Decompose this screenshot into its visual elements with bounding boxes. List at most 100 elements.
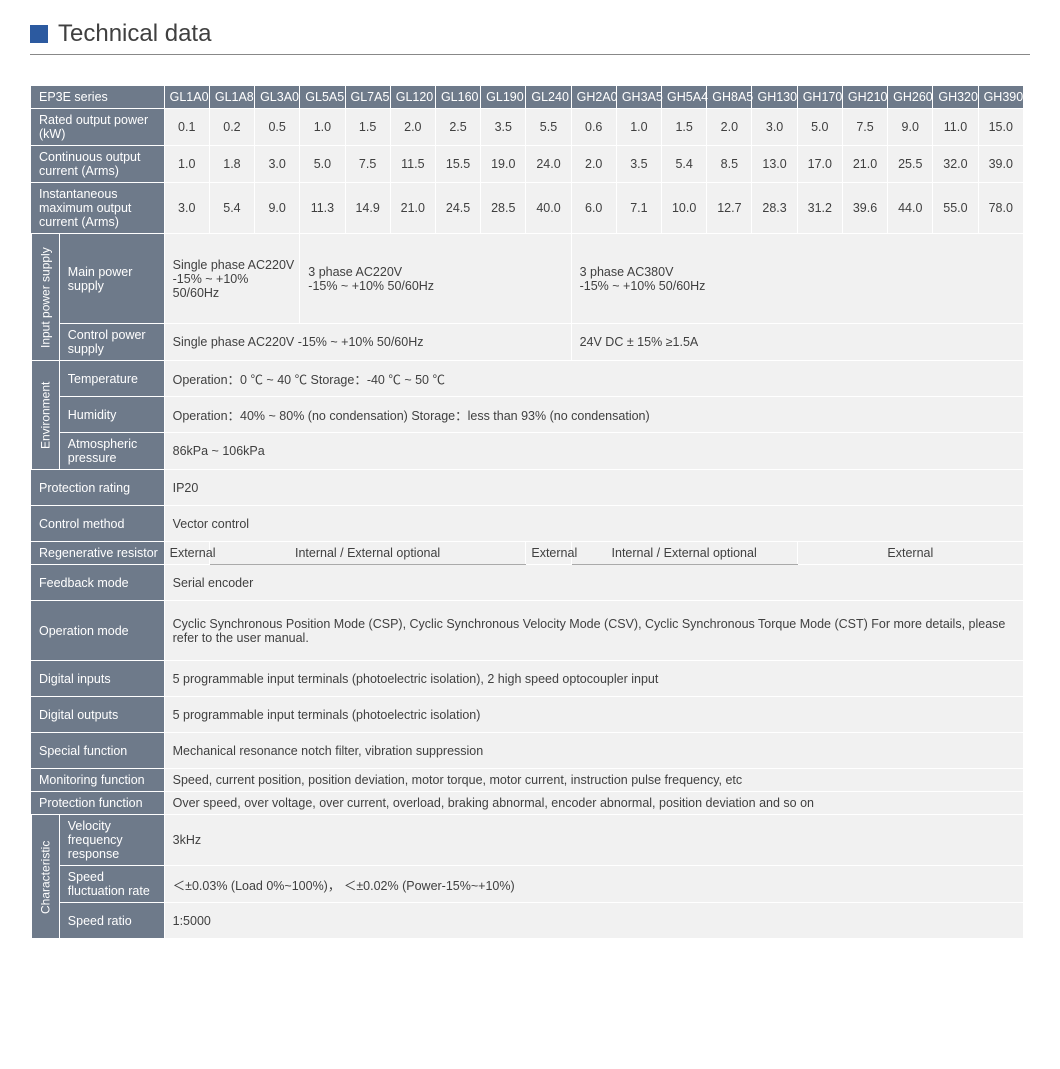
control-power-row: Control power supply Single phase AC220V… [31,324,1024,361]
data-cell: 5.0 [797,109,842,146]
data-cell: 3.5 [616,146,661,183]
model-col: GL1A0 [164,86,209,109]
data-cell: 1.0 [164,146,209,183]
feedback-mode-value: Serial encoder [164,565,1023,601]
model-col: GH320 [933,86,978,109]
data-cell: 9.0 [255,183,300,234]
special-function-value: Mechanical resonance notch filter, vibra… [164,733,1023,769]
control-method-row: Control method Vector control [31,506,1024,542]
data-cell: 1.5 [345,109,390,146]
data-cell: 44.0 [888,183,933,234]
main-power-a: Single phase AC220V -15% ~ +10% 50/60Hz [164,234,300,324]
data-cell: 0.5 [255,109,300,146]
model-col: GL240 [526,86,571,109]
row-label: Speed ratio [59,903,164,939]
continuous-output-current-row: Continuous output current (Arms) 1.0 1.8… [31,146,1024,183]
data-cell: 11.5 [390,146,435,183]
data-cell: 21.0 [842,146,887,183]
data-cell: 12.7 [707,183,752,234]
data-cell: 3.0 [752,109,797,146]
vfr-row: Characteristic Velocity frequency respon… [31,815,1024,866]
data-cell: 32.0 [933,146,978,183]
row-label: Velocity frequency response [59,815,164,866]
monitoring-function-row: Monitoring function Speed, current posit… [31,769,1024,792]
data-cell: 21.0 [390,183,435,234]
data-cell: 5.0 [300,146,345,183]
control-method-value: Vector control [164,506,1023,542]
row-label: Digital inputs [31,661,165,697]
data-cell: 6.0 [571,183,616,234]
data-cell: 5.4 [209,183,254,234]
data-cell: 31.2 [797,183,842,234]
row-label: Monitoring function [31,769,165,792]
data-cell: 39.6 [842,183,887,234]
environment-group: Environment [31,361,60,470]
humidity-row: Humidity Operation：40% ~ 80% (no condens… [31,397,1024,433]
row-label: Temperature [59,361,164,397]
model-col: GL120 [390,86,435,109]
data-cell: 1.0 [300,109,345,146]
row-label: Special function [31,733,165,769]
data-cell: 24.5 [435,183,480,234]
regen-b: Internal / External optional [209,542,526,565]
protection-function-value: Over speed, over voltage, over current, … [164,792,1023,815]
data-cell: 0.2 [209,109,254,146]
data-cell: 25.5 [888,146,933,183]
pressure-row: Atmospheric pressure 86kPa ~ 106kPa [31,433,1024,470]
data-cell: 7.5 [345,146,390,183]
digital-inputs-row: Digital inputs 5 programmable input term… [31,661,1024,697]
page-title-row: Technical data [30,20,1030,55]
digital-outputs-row: Digital outputs 5 programmable input ter… [31,697,1024,733]
row-label: Humidity [59,397,164,433]
data-cell: 5.4 [662,146,707,183]
regen-c: External [526,542,571,565]
row-label: Operation mode [31,601,165,661]
row-label: Regenerative resistor [31,542,165,565]
data-cell: 2.0 [390,109,435,146]
data-cell: 0.6 [571,109,616,146]
data-cell: 1.5 [662,109,707,146]
model-col: GH170 [797,86,842,109]
model-col: GH8A5 [707,86,752,109]
data-cell: 15.0 [978,109,1023,146]
row-label: Instantaneous maximum output current (Ar… [31,183,165,234]
row-label: Atmospheric pressure [59,433,164,470]
inst-max-output-current-row: Instantaneous maximum output current (Ar… [31,183,1024,234]
data-cell: 28.5 [481,183,526,234]
digital-inputs-value: 5 programmable input terminals (photoele… [164,661,1023,697]
data-cell: 3.0 [255,146,300,183]
temperature-row: Environment Temperature Operation：0 ℃ ~ … [31,361,1024,397]
model-col: GH2A0 [571,86,616,109]
model-col: GH3A5 [616,86,661,109]
model-col: GL5A5 [300,86,345,109]
sfr-value: ＜±0.03% (Load 0%~100%)， ＜±0.02% (Power-1… [164,866,1023,903]
regen-resistor-row: Regenerative resistor External Internal … [31,542,1024,565]
protection-rating-value: IP20 [164,470,1023,506]
data-cell: 1.8 [209,146,254,183]
sfr-row: Speed fluctuation rate ＜±0.03% (Load 0%~… [31,866,1024,903]
input-power-group: Input power supply [31,234,60,361]
data-cell: 28.3 [752,183,797,234]
model-col: GH130 [752,86,797,109]
data-cell: 13.0 [752,146,797,183]
series-label: EP3E series [31,86,165,109]
model-col: GL1A8 [209,86,254,109]
row-label: Protection rating [31,470,165,506]
operation-mode-row: Operation mode Cyclic Synchronous Positi… [31,601,1024,661]
protection-function-row: Protection function Over speed, over vol… [31,792,1024,815]
feedback-mode-row: Feedback mode Serial encoder [31,565,1024,601]
data-cell: 55.0 [933,183,978,234]
ratio-row: Speed ratio 1:5000 [31,903,1024,939]
model-col: GL3A0 [255,86,300,109]
protection-rating-row: Protection rating IP20 [31,470,1024,506]
control-power-b: 24V DC ± 15% ≥1.5A [571,324,1023,361]
humidity-value: Operation：40% ~ 80% (no condensation) St… [164,397,1023,433]
model-col: GL190 [481,86,526,109]
model-col: GH260 [888,86,933,109]
data-cell: 39.0 [978,146,1023,183]
main-power-row: Input power supply Main power supply Sin… [31,234,1024,324]
operation-mode-value: Cyclic Synchronous Position Mode (CSP), … [164,601,1023,661]
row-label: Speed fluctuation rate [59,866,164,903]
temperature-value: Operation：0 ℃ ~ 40 ℃ Storage：-40 ℃ ~ 50 … [164,361,1023,397]
model-col: GL7A5 [345,86,390,109]
